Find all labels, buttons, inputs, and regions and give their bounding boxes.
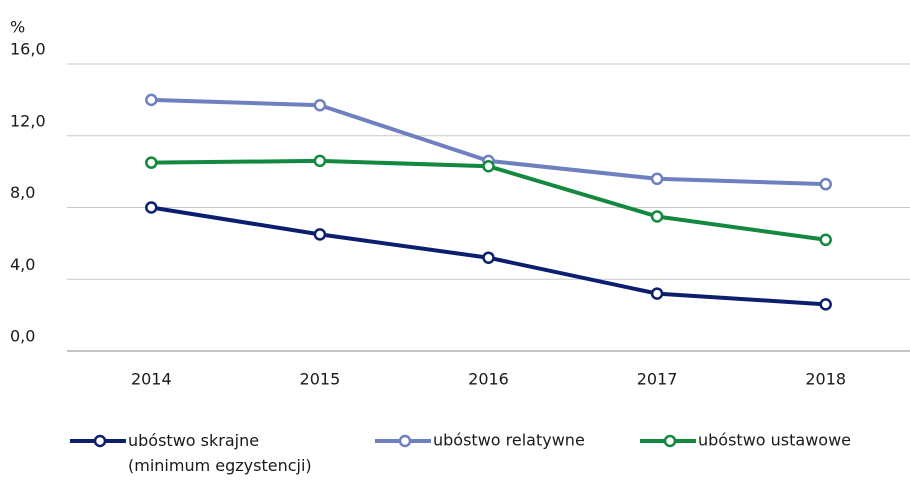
point [313, 228, 327, 241]
x-tick-label: 2015 [300, 370, 341, 389]
point [145, 93, 158, 107]
point [145, 156, 158, 169]
point [482, 251, 495, 264]
y-tick-label: 16,0 [10, 40, 46, 59]
x-tick-label: 2014 [131, 370, 172, 389]
legend-label: ubóstwo relatywne [433, 431, 585, 450]
y-tick-label: 4,0 [10, 255, 35, 274]
point [313, 99, 327, 112]
y-tick-label: 12,0 [10, 111, 46, 130]
point [650, 287, 664, 300]
legend-label: ubóstwo skrajne (minimum egzystencji) [128, 431, 312, 475]
point [819, 298, 832, 311]
legend-marker [663, 434, 677, 448]
legend-marker [93, 434, 107, 448]
point [650, 210, 664, 223]
x-tick-label: 2018 [805, 370, 846, 389]
y-tick-label: 8,0 [10, 183, 35, 202]
legend-label-line: (minimum egzystencji) [128, 456, 312, 475]
point [650, 172, 664, 186]
legend-marker [398, 434, 412, 448]
y-axis-label: % [10, 18, 25, 37]
y-tick-label: 0,0 [10, 327, 35, 346]
x-tick-label: 2017 [637, 370, 678, 389]
point [819, 233, 832, 247]
series-line [151, 158, 826, 242]
legend-label-line: ubóstwo skrajne [128, 431, 259, 450]
x-tick-label: 2016 [468, 370, 509, 389]
point [313, 154, 327, 168]
point [482, 159, 495, 173]
point [145, 201, 158, 214]
legend-label: ubóstwo ustawowe [698, 431, 851, 450]
point [819, 177, 832, 191]
